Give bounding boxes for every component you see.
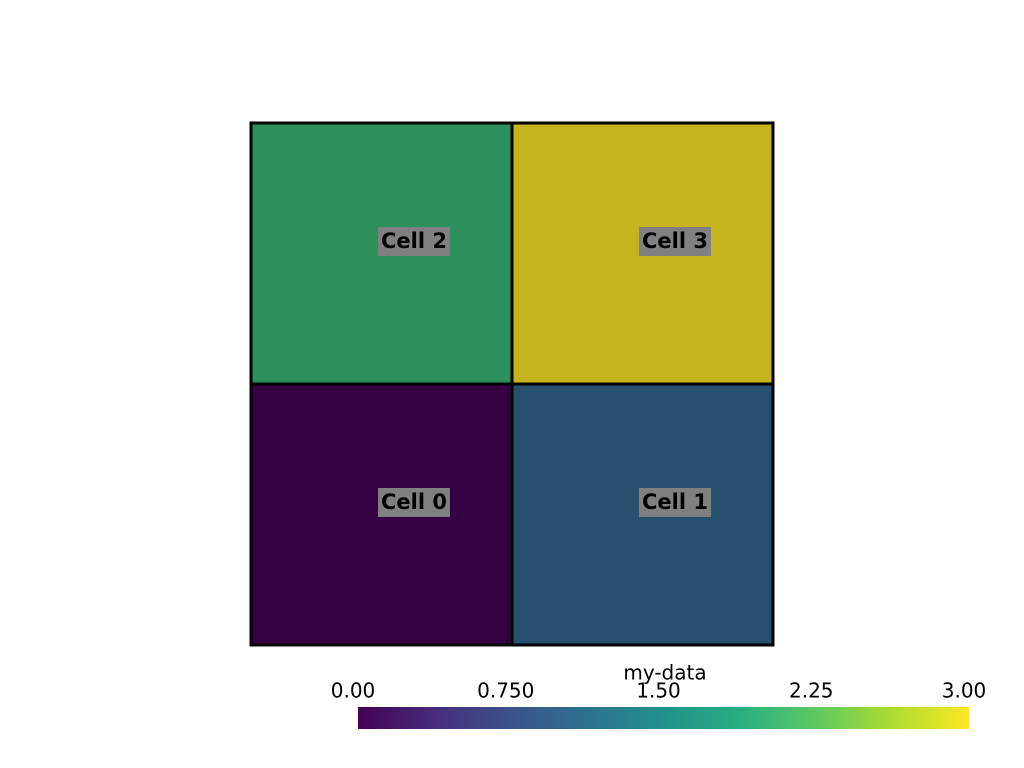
colorbar-tick-label: 1.50	[636, 679, 681, 703]
colorbar-gradient	[358, 707, 969, 729]
colorbar-tick-label: 0.00	[331, 679, 376, 703]
colorbar: 0.00 0.750 1.50 2.25 3.00	[331, 679, 987, 729]
colorbar-tick-label: 2.25	[789, 679, 834, 703]
cell-label-bg	[639, 488, 711, 517]
colorbar-tick-label: 0.750	[477, 679, 534, 703]
cell-label: Cell 2	[381, 229, 447, 253]
colorbar-tick-label: 3.00	[942, 679, 987, 703]
cell-label-bg	[639, 227, 711, 256]
cell-label: Cell 1	[642, 490, 708, 514]
colorbar-title: my-data	[623, 661, 706, 685]
cell-label-bg	[378, 488, 450, 517]
cell-labels: Cell 0 Cell 1 Cell 2 Cell 3	[378, 227, 711, 517]
cell-label: Cell 0	[381, 490, 447, 514]
cell-label: Cell 3	[642, 229, 708, 253]
mesh	[249, 121, 775, 647]
cell-label-bg	[378, 227, 450, 256]
